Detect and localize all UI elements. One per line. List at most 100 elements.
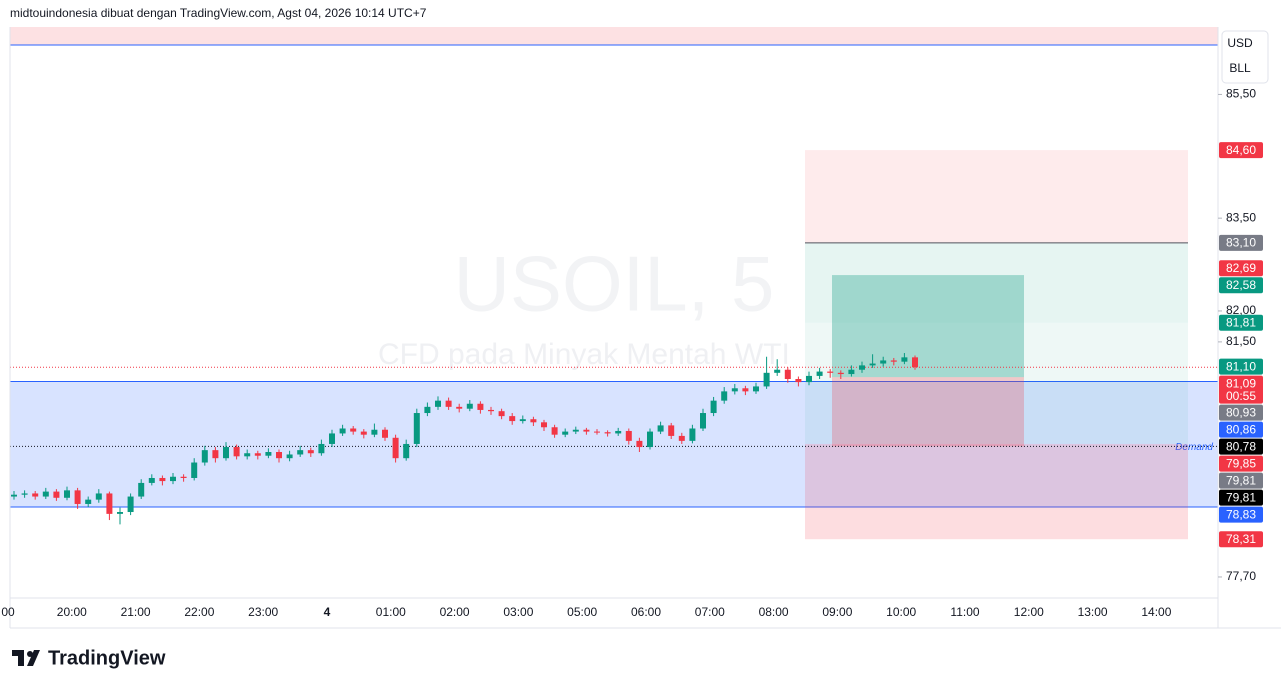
candle-body bbox=[350, 428, 357, 432]
price-label: 81,09 bbox=[1226, 376, 1256, 390]
candle-body bbox=[329, 433, 335, 444]
candle-body bbox=[530, 419, 537, 423]
price-label-box bbox=[1219, 421, 1263, 438]
candle-body bbox=[774, 369, 781, 373]
position-stop-zone bbox=[805, 150, 1188, 243]
candle-body bbox=[731, 388, 738, 392]
x-tick-label: 00 bbox=[1, 605, 15, 619]
candle-body bbox=[371, 429, 378, 435]
watermark-description: CFD pada Minyak Mentah WTI bbox=[378, 338, 790, 371]
top-zone bbox=[10, 27, 1218, 45]
logo[interactable]: TradingView bbox=[12, 647, 166, 669]
candle-body bbox=[721, 391, 728, 401]
candle-body bbox=[519, 419, 526, 422]
price-label: 80,86 bbox=[1226, 422, 1256, 436]
candle-body bbox=[541, 422, 547, 428]
candle-body bbox=[64, 490, 70, 498]
candle-body bbox=[403, 443, 410, 459]
x-tick-label: 11:00 bbox=[950, 605, 979, 619]
candle-body bbox=[827, 371, 834, 373]
candle-body bbox=[837, 372, 844, 375]
candle-body bbox=[11, 494, 17, 497]
candle-body bbox=[901, 357, 908, 362]
candle-body bbox=[583, 429, 590, 432]
candle-body bbox=[636, 440, 643, 448]
unit[interactable]: BLL bbox=[1229, 61, 1251, 75]
unit-panel[interactable]: USD BLL bbox=[1221, 30, 1269, 84]
unit-panel-box bbox=[1221, 30, 1269, 84]
x-tick-label: 21:00 bbox=[121, 605, 151, 619]
candle-body bbox=[625, 430, 632, 441]
candle-body bbox=[912, 357, 918, 368]
candle-body bbox=[657, 425, 664, 432]
price-label-box bbox=[1219, 314, 1263, 331]
candle-body bbox=[668, 425, 675, 436]
price-label-box bbox=[1219, 142, 1263, 159]
y-tick-label: 82,00 bbox=[1226, 303, 1256, 317]
candle-body bbox=[413, 413, 420, 444]
candle-body bbox=[339, 428, 346, 434]
price-label: 80,93 bbox=[1226, 405, 1256, 419]
position-lower-zone bbox=[805, 443, 1188, 540]
candle-body bbox=[85, 499, 92, 504]
candle-body bbox=[848, 369, 855, 375]
candle-body bbox=[95, 493, 102, 500]
candle-body bbox=[435, 400, 441, 407]
logo-dot bbox=[27, 651, 33, 657]
price-label-box bbox=[1219, 438, 1263, 455]
x-tick-label: 03:00 bbox=[503, 605, 533, 619]
candle-body bbox=[276, 452, 282, 459]
candle-body bbox=[689, 428, 696, 441]
price-label: 79,81 bbox=[1226, 490, 1256, 504]
x-tick-label: 12:00 bbox=[1014, 605, 1044, 619]
candle-body bbox=[647, 431, 653, 448]
candle-body bbox=[710, 400, 717, 414]
candle-body bbox=[170, 476, 176, 482]
candle-body bbox=[21, 493, 28, 495]
candle-body bbox=[562, 431, 569, 435]
candle-body bbox=[742, 388, 749, 392]
price-label: 79,81 bbox=[1226, 473, 1256, 487]
plot-area: USOIL, 5 CFD pada Minyak Mentah WTI Demand bbox=[10, 27, 1218, 540]
price-label: 79,85 bbox=[1226, 456, 1256, 470]
candle-body bbox=[466, 403, 473, 409]
candle-body bbox=[784, 369, 791, 380]
inner-loss-zone bbox=[832, 377, 1024, 447]
x-tick-label: 23:00 bbox=[248, 605, 278, 619]
price-label: 83,10 bbox=[1226, 236, 1256, 250]
x-tick-label: 20:00 bbox=[57, 605, 87, 619]
price-label-box bbox=[1219, 234, 1263, 251]
candle-body bbox=[594, 431, 600, 433]
candle-body bbox=[859, 365, 865, 370]
x-tick-label: 05:00 bbox=[567, 605, 597, 619]
price-label-box bbox=[1219, 506, 1263, 523]
price-label-box bbox=[1219, 375, 1263, 404]
countdown: 00:55 bbox=[1226, 389, 1256, 403]
candle-body bbox=[286, 454, 293, 459]
price-label: 82,69 bbox=[1226, 261, 1256, 275]
candle-body bbox=[806, 375, 812, 383]
price-label-box bbox=[1219, 489, 1263, 506]
y-tick-label: 77,70 bbox=[1226, 569, 1256, 583]
currency[interactable]: USD bbox=[1227, 36, 1253, 50]
x-tick-label: 07:00 bbox=[695, 605, 725, 619]
x-tick-label: 06:00 bbox=[631, 605, 661, 619]
candle-body bbox=[572, 429, 579, 432]
candle-body bbox=[74, 490, 81, 504]
candle-body bbox=[360, 431, 367, 435]
price-label: 84,60 bbox=[1226, 143, 1256, 157]
demand-zone bbox=[10, 381, 1218, 508]
candle-body bbox=[307, 450, 314, 454]
candle-body bbox=[212, 450, 219, 459]
y-tick-label: 81,50 bbox=[1226, 334, 1256, 348]
candle-body bbox=[254, 453, 261, 456]
candle-body bbox=[392, 437, 399, 459]
candle-body bbox=[753, 386, 759, 392]
candle-body bbox=[148, 477, 155, 483]
x-tick-label: 10:00 bbox=[886, 605, 916, 619]
candle-body bbox=[498, 411, 505, 417]
logo-text[interactable]: TradingView bbox=[48, 647, 166, 669]
candle-body bbox=[106, 493, 113, 514]
candle-body bbox=[127, 496, 134, 513]
